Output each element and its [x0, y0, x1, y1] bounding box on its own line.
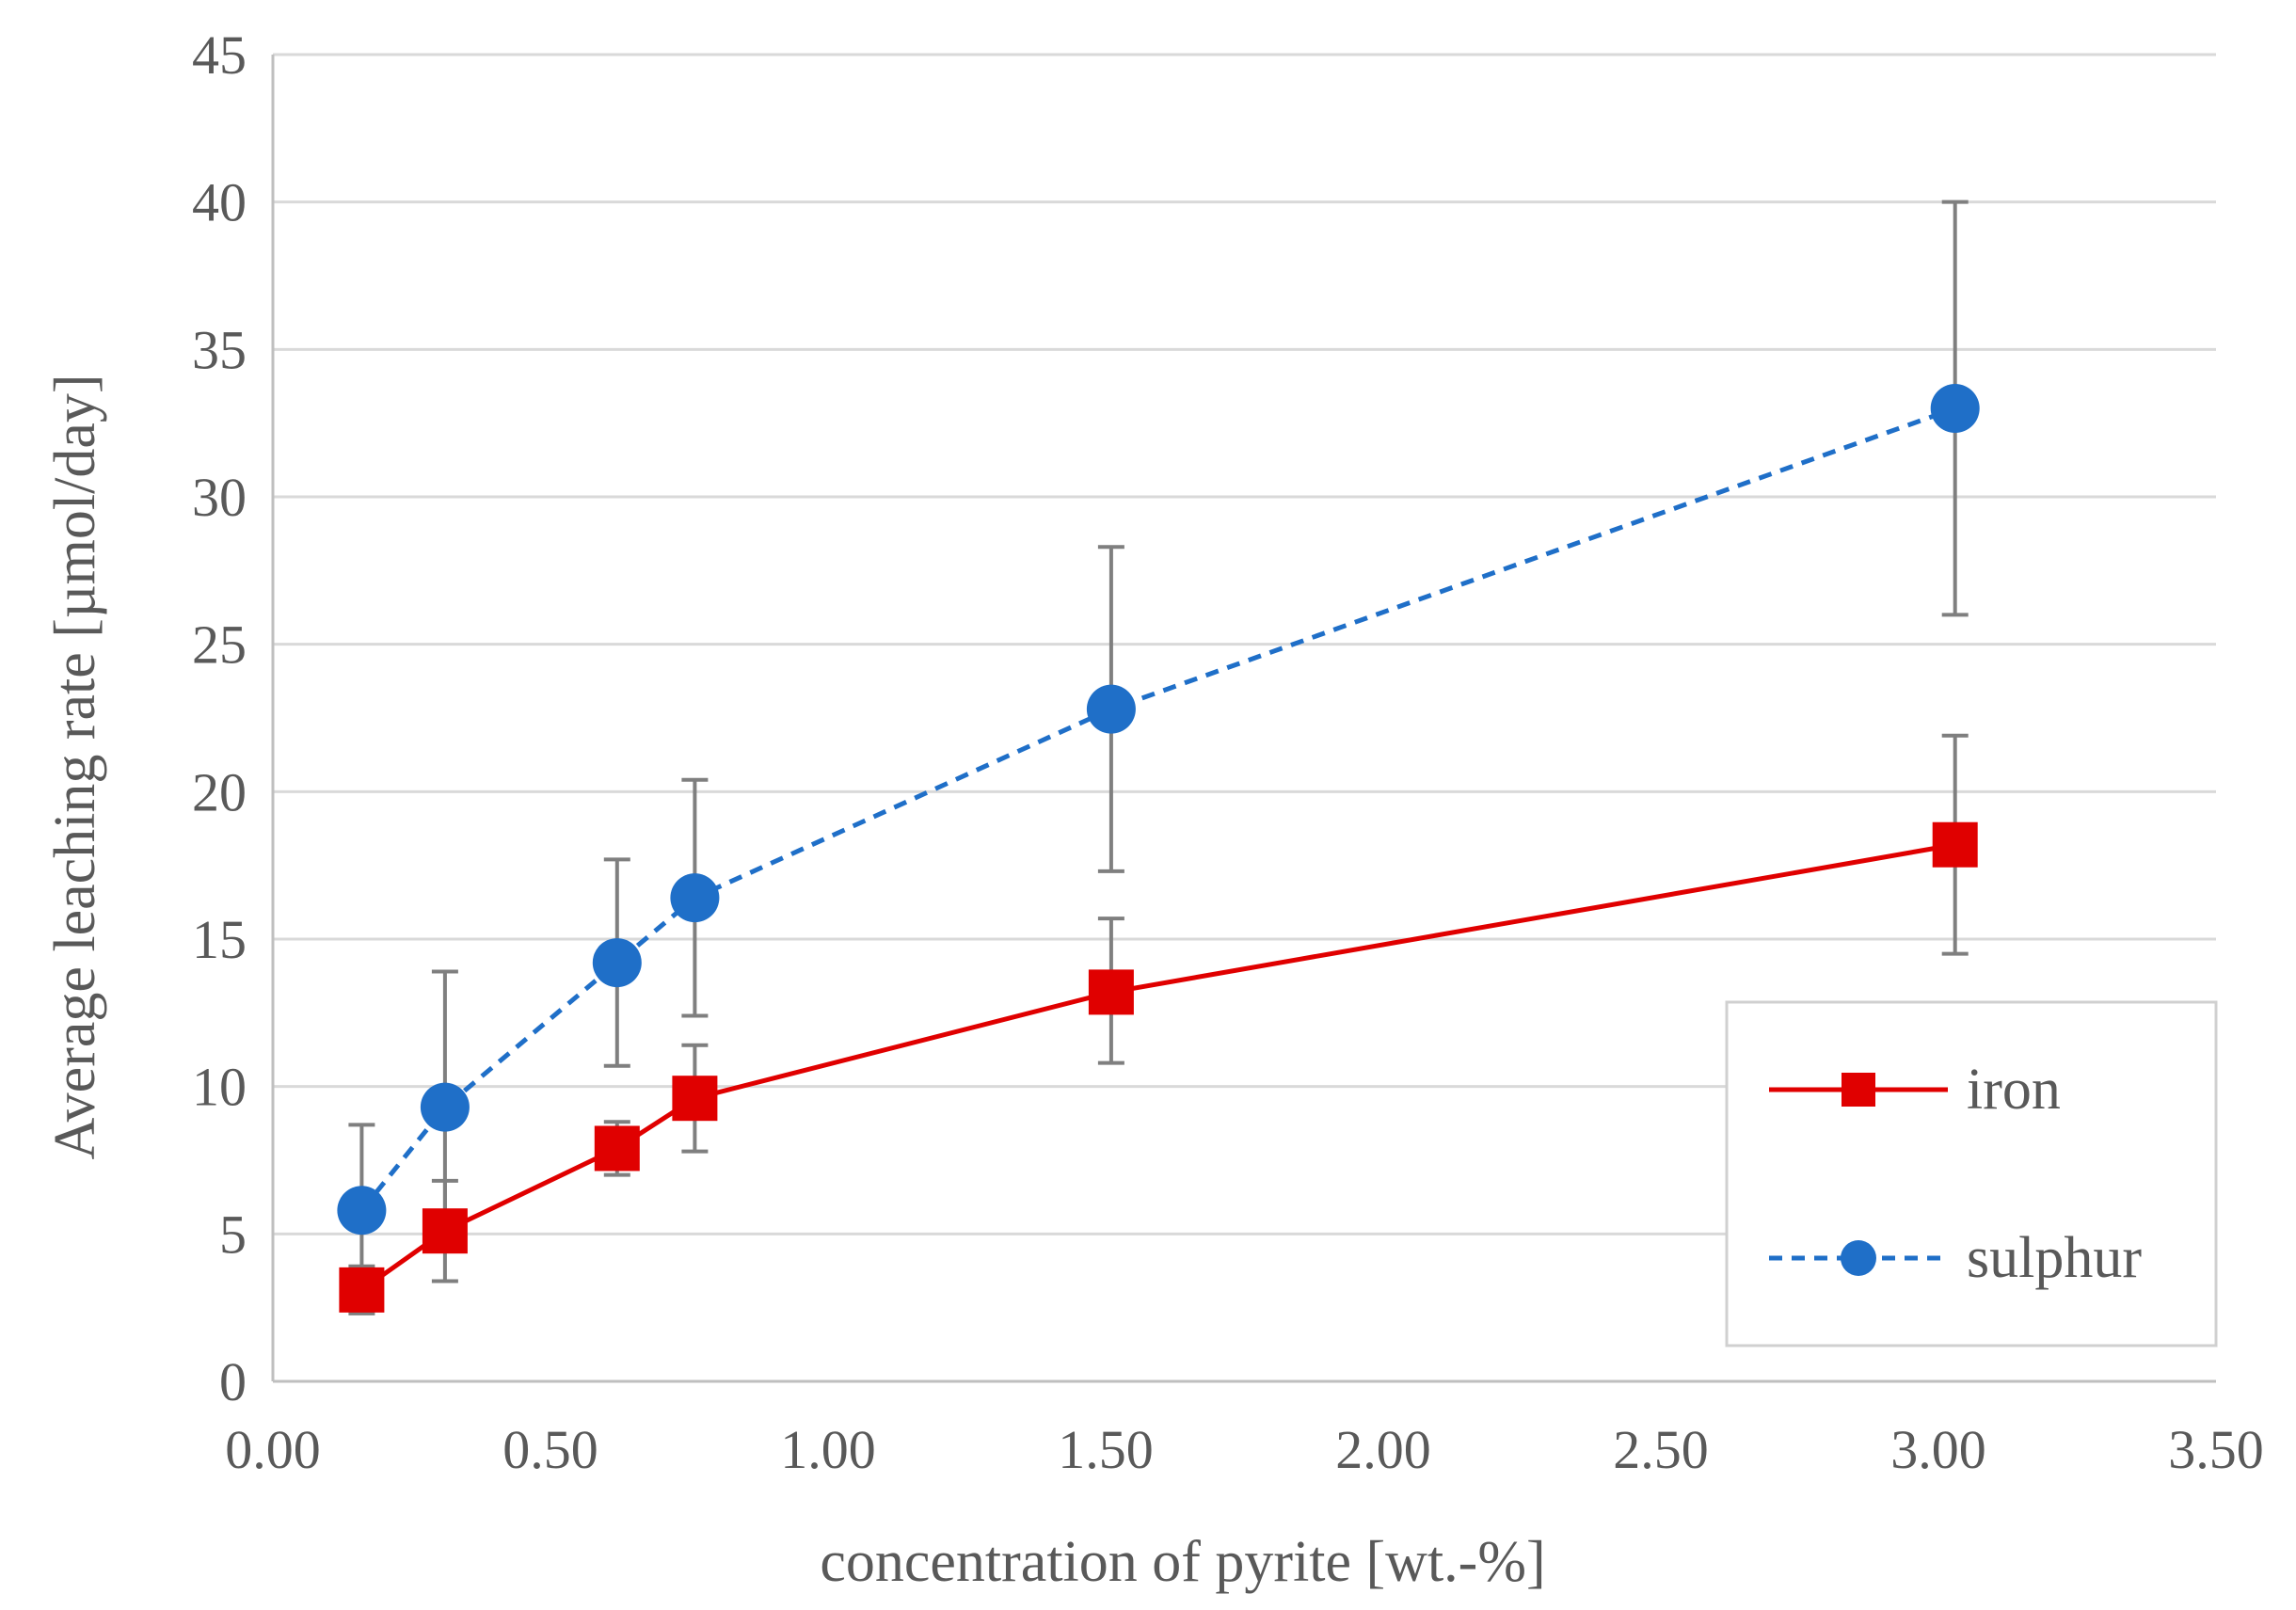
y-tick-label: 15: [192, 909, 247, 970]
sulphur-data-point: [420, 1082, 470, 1132]
sulphur-data-point: [337, 1186, 387, 1235]
sulphur-data-point: [1086, 684, 1136, 734]
iron-data-point: [1088, 969, 1134, 1015]
legend-iron-label: iron: [1967, 1058, 2061, 1122]
iron-data-point: [1932, 821, 1978, 868]
series-markers: [337, 384, 1980, 1313]
y-tick-label: 0: [219, 1351, 247, 1412]
x-tick-labels: 0.00 0.50 1.00 1.50 2.00 2.50 3.00 3.50: [225, 1419, 2264, 1480]
y-tick-label: 30: [192, 467, 247, 528]
sulphur-data-point: [670, 873, 720, 923]
y-tick-label: 20: [192, 761, 247, 822]
legend: iron sulphur: [1725, 1000, 2218, 1347]
iron-data-point: [672, 1076, 718, 1122]
y-tick-label: 5: [219, 1204, 247, 1265]
grid-lines: [273, 53, 2216, 1235]
iron-data-point: [594, 1125, 640, 1172]
y-tick-label: 35: [192, 319, 247, 380]
legend-sulphur-label: sulphur: [1967, 1226, 2142, 1290]
sulphur-series-line: [359, 406, 1956, 1212]
iron-series-line: [359, 842, 1956, 1292]
x-tick-label: 2.50: [1613, 1419, 1709, 1480]
x-tick-label: 3.50: [2168, 1419, 2264, 1480]
iron-data-point: [339, 1267, 385, 1313]
x-tick-label: 3.00: [1890, 1419, 1986, 1480]
x-tick-label: 0.50: [502, 1419, 598, 1480]
x-axis-title: concentration of pyrite [wt.-%]: [820, 1530, 1545, 1594]
axes: [271, 55, 2216, 1383]
x-tick-label: 1.00: [780, 1419, 876, 1480]
sulphur-data-point: [1930, 384, 1980, 433]
y-axis-title: Average leaching rate [µmol/day]: [43, 374, 107, 1159]
y-tick-labels: 0 5 10 15 20 25 30 35 40 45: [192, 24, 247, 1412]
x-tick-label: 0.00: [225, 1419, 321, 1480]
legend-entry-iron: iron: [1769, 1058, 2061, 1122]
legend-iron-marker: [1842, 1073, 1875, 1107]
y-tick-label: 25: [192, 614, 247, 676]
y-tick-label: 40: [192, 172, 247, 233]
iron-data-point: [422, 1208, 468, 1254]
legend-box: [1725, 1000, 2218, 1347]
legend-entry-sulphur: sulphur: [1769, 1226, 2142, 1290]
x-tick-label: 2.00: [1335, 1419, 1431, 1480]
y-tick-label: 10: [192, 1057, 247, 1118]
x-tick-label: 1.50: [1058, 1419, 1154, 1480]
sulphur-data-point: [592, 938, 642, 988]
y-tick-label: 45: [192, 24, 247, 86]
legend-sulphur-marker: [1841, 1240, 1876, 1276]
